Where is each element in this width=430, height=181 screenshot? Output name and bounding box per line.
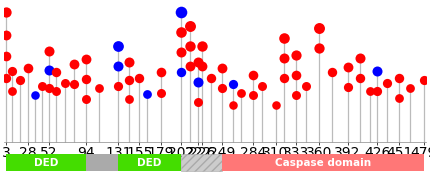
Point <box>126 98 132 101</box>
Point <box>195 100 202 103</box>
Point <box>157 91 164 94</box>
Point <box>70 63 77 66</box>
Text: Caspase domain: Caspase domain <box>275 157 371 168</box>
Point <box>3 11 9 14</box>
Point <box>177 71 184 74</box>
Point <box>396 76 403 79</box>
Point <box>344 86 351 89</box>
Point <box>230 103 237 106</box>
Point <box>396 96 403 99</box>
Point <box>115 84 122 87</box>
Point <box>9 90 15 93</box>
Point <box>187 44 194 47</box>
Point <box>259 84 266 87</box>
Point <box>421 79 427 82</box>
Point <box>281 36 288 39</box>
Point <box>46 87 52 90</box>
Point <box>208 76 215 79</box>
Point <box>292 54 299 57</box>
Point <box>157 71 164 74</box>
Point <box>249 74 256 77</box>
Point <box>238 91 245 94</box>
Point <box>356 56 363 59</box>
Point <box>187 24 194 27</box>
Point <box>198 44 205 47</box>
Point <box>83 98 89 101</box>
Point <box>3 76 9 79</box>
Point <box>46 50 52 53</box>
Text: DED: DED <box>34 157 58 168</box>
Point <box>31 94 38 97</box>
Point <box>70 83 77 86</box>
Point <box>316 27 323 30</box>
Point <box>344 66 351 69</box>
Point <box>83 78 89 81</box>
Point <box>272 103 279 106</box>
Point <box>52 90 59 93</box>
Text: DED: DED <box>138 157 162 168</box>
Point <box>83 58 89 61</box>
Point <box>198 64 205 67</box>
Point <box>17 79 24 82</box>
Point <box>329 71 335 74</box>
Point <box>281 76 288 79</box>
Point <box>303 84 310 87</box>
Point <box>316 47 323 50</box>
Point <box>46 68 52 71</box>
Bar <box>86 154 118 171</box>
Bar <box>118 154 181 171</box>
Point <box>187 64 194 67</box>
Point <box>218 87 225 90</box>
Point <box>25 67 31 70</box>
Point <box>177 31 184 34</box>
Bar <box>6 154 86 171</box>
Point <box>374 70 381 73</box>
Point <box>230 83 237 86</box>
Point <box>249 94 256 97</box>
Bar <box>222 154 424 171</box>
Point <box>281 56 288 59</box>
Point <box>39 84 46 87</box>
Point <box>406 87 413 90</box>
Point <box>9 70 15 73</box>
Point <box>136 76 143 79</box>
Point <box>177 51 184 54</box>
Point <box>61 82 68 85</box>
Point <box>3 55 9 58</box>
Point <box>367 90 374 93</box>
Point <box>3 34 9 37</box>
Point <box>292 74 299 77</box>
Point <box>126 60 132 63</box>
Point <box>374 90 381 93</box>
Point <box>115 44 122 47</box>
Point <box>195 60 202 63</box>
Point <box>144 92 151 95</box>
Point <box>126 79 132 82</box>
Point <box>95 87 102 90</box>
Point <box>292 94 299 97</box>
Point <box>218 67 225 70</box>
Point <box>52 71 59 74</box>
Point <box>115 64 122 67</box>
Point <box>195 80 202 83</box>
Point <box>356 76 363 79</box>
Point <box>177 11 184 14</box>
Point <box>384 82 390 85</box>
Bar <box>181 154 222 171</box>
